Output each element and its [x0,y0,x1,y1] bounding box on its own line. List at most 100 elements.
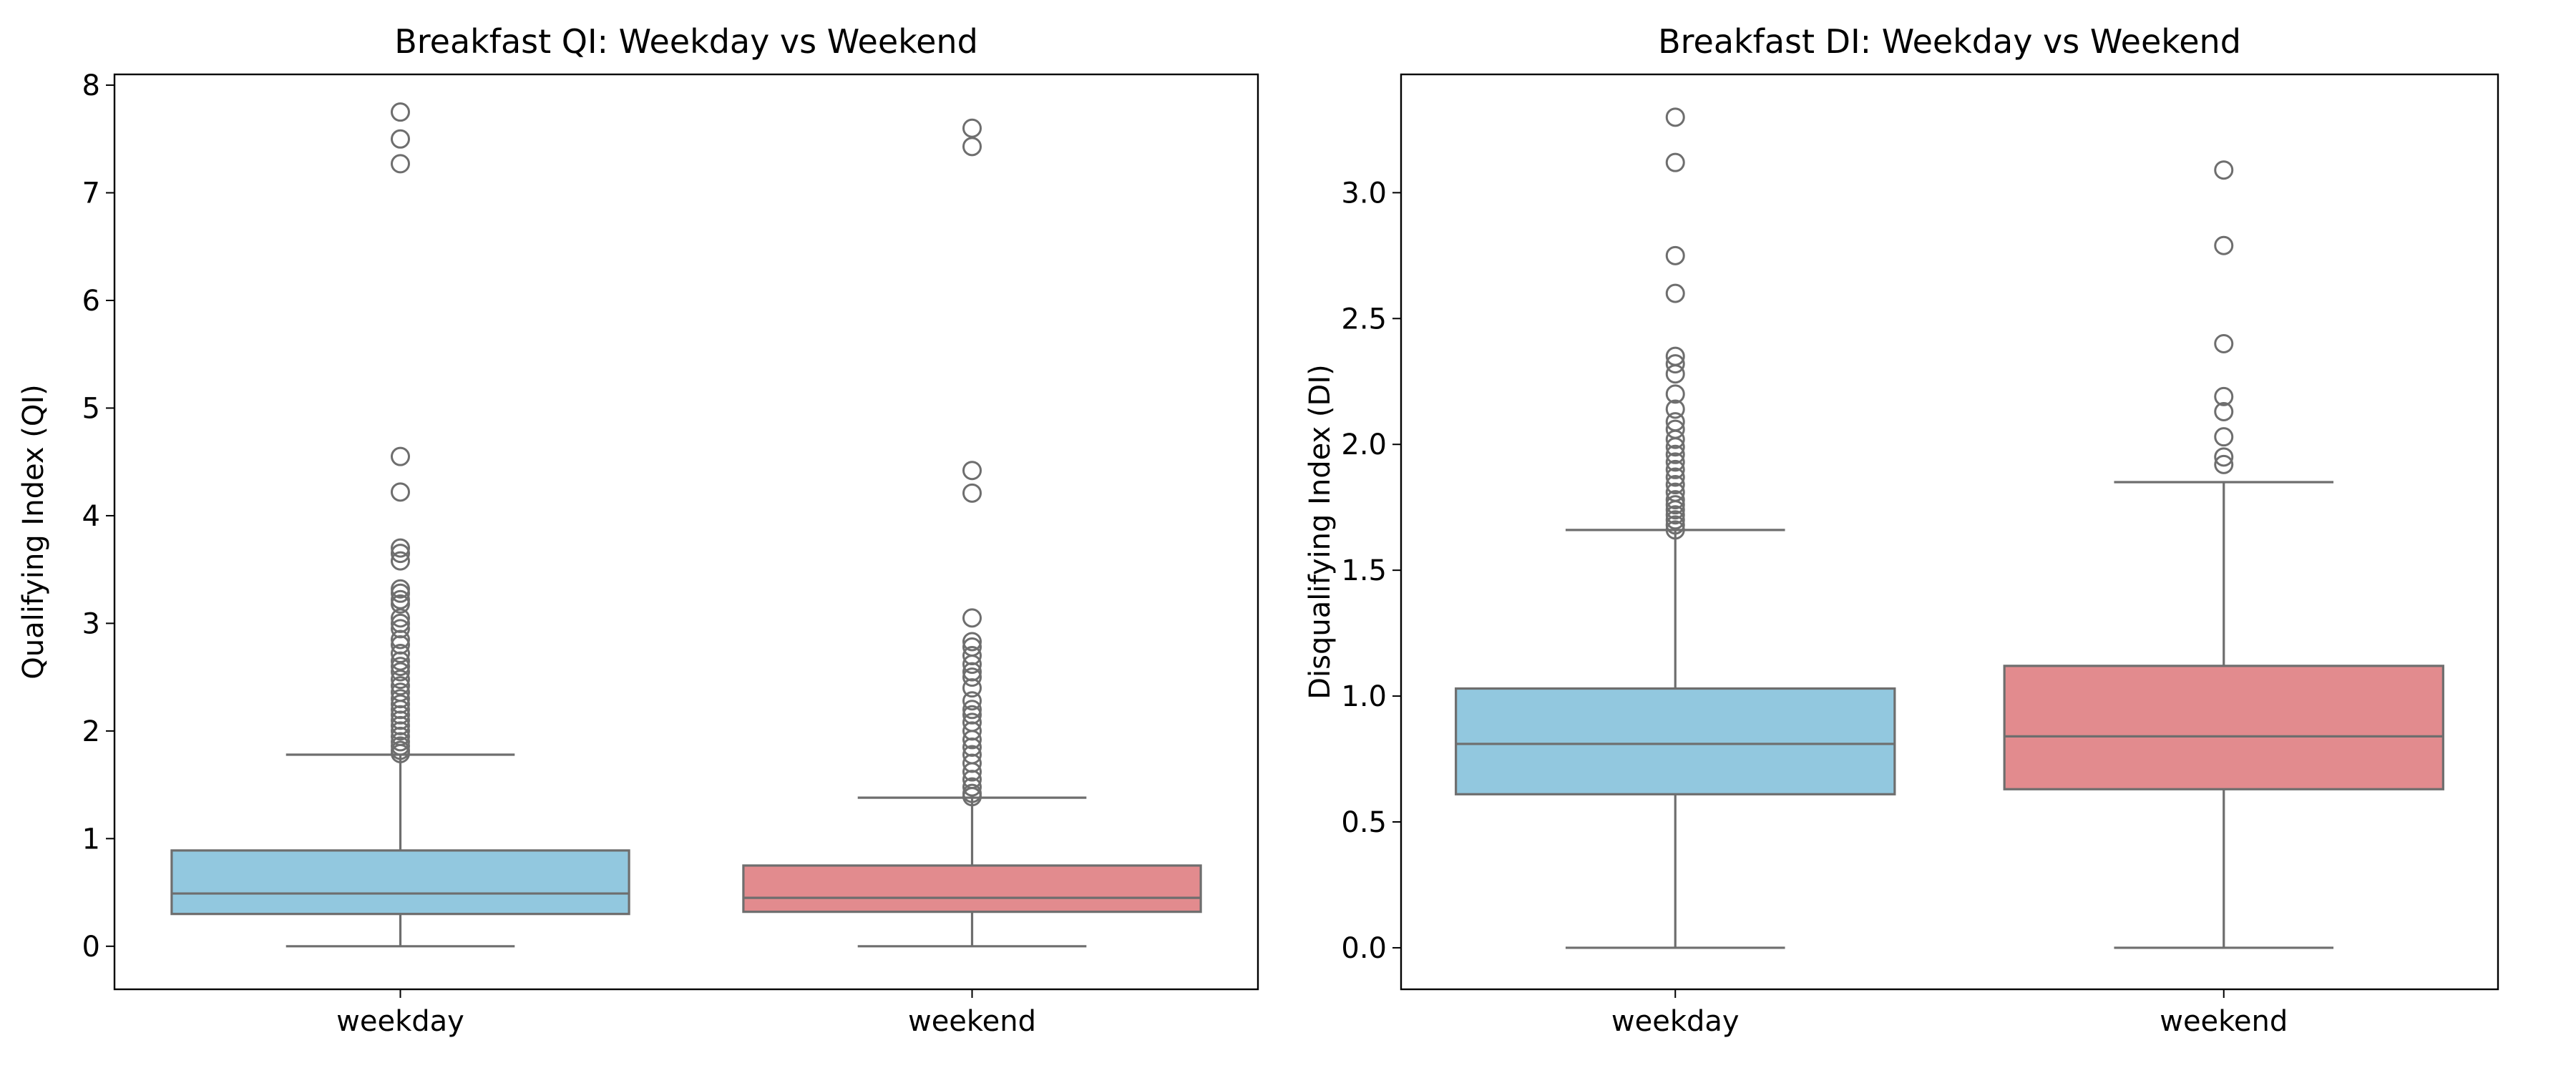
outlier-point [391,482,410,502]
y-tick-label: 1 [82,823,100,856]
outlier-point [1665,510,1685,530]
outlier-point [391,657,410,677]
outlier-point [391,721,410,741]
y-tick-label: 7 [82,177,100,210]
box-weekend [742,118,1202,948]
box-weekend [2003,160,2444,949]
outlier-point [2214,454,2234,474]
y-tick-label: 0.0 [1341,932,1387,965]
y-tick-label: 4 [82,500,100,533]
y-tick-label: 1.0 [1341,680,1387,713]
outlier-point [1665,444,1685,464]
outlier-point [962,762,982,782]
outlier-point [1665,152,1685,172]
y-axis-label: Disqualifying Index (DI) [1304,364,1337,700]
outlier-point [391,129,410,149]
y-tick-label: 0.5 [1341,806,1387,839]
outlier-point [1665,490,1685,510]
outlier-point [391,644,410,664]
outlier-point [962,461,982,481]
y-tick-label: 1.5 [1341,554,1387,587]
outlier-point [1665,354,1685,374]
outlier-point [1665,283,1685,303]
outlier-point [962,777,982,797]
x-tick-label: weekday [1611,1005,1740,1038]
outlier-point [391,676,410,696]
outlier-point [1665,505,1685,525]
box-weekday [170,102,630,948]
outlier-point [962,787,982,807]
y-tick-label: 6 [82,285,100,318]
outlier-point [962,655,982,675]
outlier-point [1665,245,1685,265]
chart-title: Breakfast QI: Weekday vs Weekend [394,22,978,61]
outlier-point [391,608,410,628]
outlier-point [962,137,982,157]
outlier-point [391,538,410,558]
outlier-point [2214,235,2234,255]
outlier-point [2214,333,2234,353]
outlier-point [391,743,410,763]
outlier-point [391,651,410,671]
outlier-point [962,700,982,720]
chart-panel-1: Breakfast QI: Weekday vs Weekend Qualifyi… [17,22,1259,1038]
outlier-point [962,118,982,138]
outlier-point [391,583,410,603]
outlier-point [1665,495,1685,515]
outlier-point [1665,364,1685,384]
outlier-point [1665,399,1685,419]
outlier-point [2214,160,2234,180]
outlier-point [1665,437,1685,457]
outlier-point [1665,429,1685,449]
plot-frame [1400,73,2499,991]
x-tick-label: weekday [336,1005,464,1038]
outlier-point [962,483,982,503]
outlier-point [962,678,982,698]
iqr-box [170,849,630,916]
plot-frame [113,73,1259,991]
chart-title: Breakfast DI: Weekday vs Weekend [1658,22,2241,61]
outlier-point [1665,459,1685,479]
outlier-point [962,608,982,628]
outlier-point [1665,500,1685,520]
y-tick-label: 2.5 [1341,303,1387,335]
y-tick-label: 8 [82,69,100,102]
outlier-point [391,551,410,571]
outlier-point [391,446,410,466]
outlier-point [391,154,410,174]
outlier-point [391,544,410,564]
outlier-point [1665,475,1685,495]
outlier-point [1665,384,1685,404]
outlier-point [391,670,410,690]
iqr-box [742,864,1202,913]
outlier-point [391,629,410,650]
outlier-point [962,632,982,652]
outlier-point [962,667,982,687]
outlier-point [962,730,982,750]
y-tick-label: 2.0 [1341,428,1387,461]
outlier-point [391,662,410,682]
y-tick-label: 3.0 [1341,177,1387,210]
outlier-point [1665,107,1685,127]
y-tick-label: 3 [82,607,100,640]
outlier-point [391,594,410,614]
outlier-point [2214,427,2234,447]
y-tick-label: 0 [82,931,100,964]
x-tick-label: weekend [2160,1005,2288,1038]
outlier-point [2214,401,2234,421]
outlier-point [391,102,410,122]
y-axis-label: Qualifying Index (QI) [17,384,50,680]
y-tick-label: 5 [82,392,100,425]
outlier-point [1665,452,1685,472]
outlier-point [1665,515,1685,535]
box-weekday [1455,107,1896,949]
y-tick-label: 2 [82,715,100,748]
chart-panel-2: Breakfast DI: Weekday vs Weekend Disquali… [1304,22,2499,1038]
outlier-point [1665,467,1685,487]
outlier-point [2214,386,2234,406]
outlier-point [1665,520,1685,540]
outlier-point [962,691,982,711]
x-tick-label: weekend [908,1005,1036,1038]
